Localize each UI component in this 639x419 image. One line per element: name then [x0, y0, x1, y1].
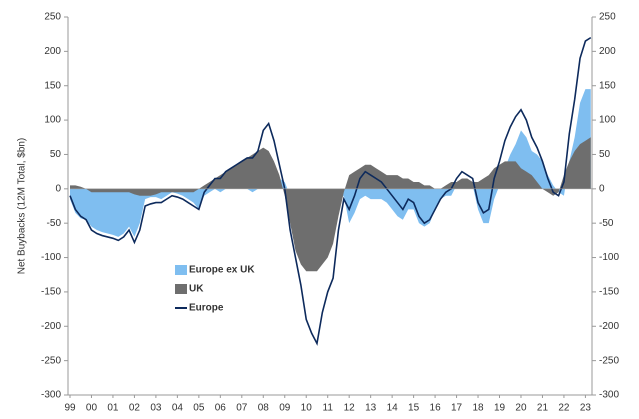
- y2-tick-label: -100: [599, 252, 619, 263]
- y-tick-label: -300: [41, 390, 61, 401]
- y-tick-label: 100: [44, 115, 61, 126]
- x-tick-label: 09: [279, 403, 291, 414]
- y2-tick-label: -300: [599, 390, 619, 401]
- y2-tick-label: 50: [599, 149, 611, 160]
- x-tick-label: 11: [323, 403, 334, 414]
- y2-tick-label: -200: [599, 321, 619, 332]
- legend-label: UK: [189, 284, 204, 295]
- x-tick-label: 14: [387, 403, 399, 414]
- x-tick-label: 99: [64, 403, 76, 414]
- y-tick-label: 0: [55, 183, 61, 194]
- y2-tick-label: 0: [599, 183, 605, 194]
- y-tick-label: -50: [47, 218, 62, 229]
- line: [69, 36, 592, 346]
- y-tick-label: -150: [41, 287, 61, 298]
- x-tick-label: 00: [86, 403, 98, 414]
- x-tick-label: 07: [236, 403, 248, 414]
- x-tick-label: 03: [150, 403, 162, 414]
- y-tick-label: 50: [50, 149, 62, 160]
- x-tick-label: 21: [537, 403, 549, 414]
- x-tick-label: 10: [301, 403, 313, 414]
- y-tick-label: -200: [41, 321, 61, 332]
- y2-tick-label: -150: [599, 287, 619, 298]
- x-tick-label: 02: [129, 403, 141, 414]
- legend-swatch: [175, 284, 187, 294]
- x-tick-label: 23: [580, 403, 592, 414]
- x-tick-label: 17: [451, 403, 463, 414]
- x-tick-label: 05: [193, 403, 205, 414]
- x-tick-label: 15: [408, 403, 420, 414]
- x-tick-label: 18: [472, 403, 484, 414]
- x-tick-label: 08: [258, 403, 270, 414]
- x-tick-label: 04: [172, 403, 184, 414]
- y-tick-label: 150: [44, 80, 61, 91]
- y2-tick-label: -250: [599, 355, 619, 366]
- legend-label: Europe: [189, 303, 224, 314]
- x-tick-label: 22: [558, 403, 570, 414]
- y-tick-label: -100: [41, 252, 61, 263]
- x-tick-label: 01: [107, 403, 119, 414]
- y2-tick-label: -50: [599, 218, 614, 229]
- legend-swatch: [175, 265, 187, 275]
- x-tick-label: 06: [215, 403, 227, 414]
- x-tick-label: 13: [365, 403, 377, 414]
- y2-tick-label: 250: [599, 12, 616, 23]
- x-tick-label: 20: [515, 403, 527, 414]
- y-tick-label: -250: [41, 355, 61, 366]
- x-tick-label: 16: [430, 403, 442, 414]
- y2-tick-label: 100: [599, 115, 616, 126]
- y-axis-label: Net Buybacks (12M Total, $bn): [17, 138, 28, 275]
- y-tick-label: 250: [44, 12, 61, 23]
- y-tick-label: 200: [44, 46, 61, 57]
- y2-tick-label: 150: [599, 80, 616, 91]
- legend-label: Europe ex UK: [189, 265, 255, 276]
- y2-tick-label: 200: [599, 46, 616, 57]
- area: [70, 137, 591, 272]
- x-tick-label: 12: [344, 403, 356, 414]
- x-tick-label: 19: [494, 403, 506, 414]
